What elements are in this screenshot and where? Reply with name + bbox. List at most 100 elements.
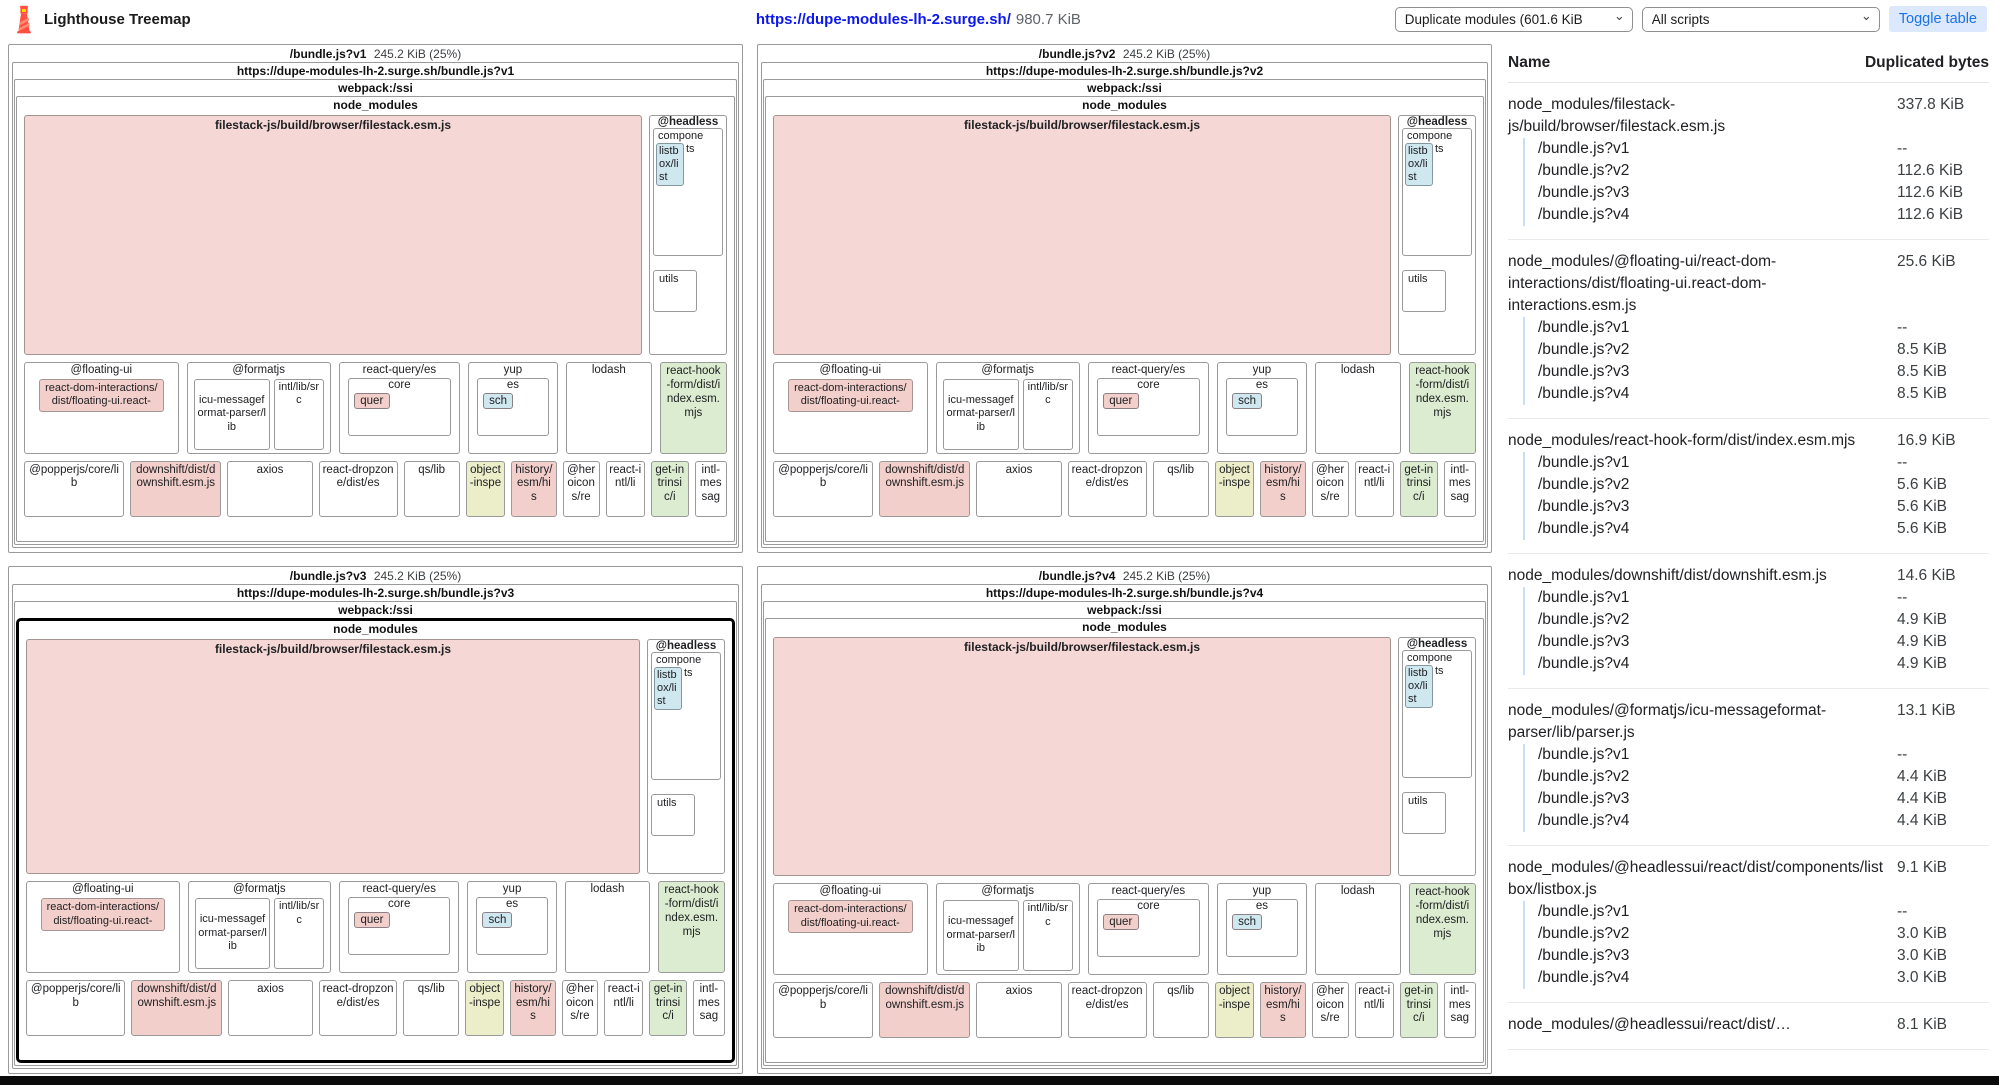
treemap-node-headlessui[interactable]: @headless compone listbox/list ts utils	[1398, 636, 1476, 876]
treemap-node-listbox[interactable]: listbox/list	[656, 143, 684, 186]
treemap-node-react-query[interactable]: react-query/es core quer	[338, 881, 460, 973]
treemap-node-url[interactable]: https://dupe-modules-lh-2.surge.sh/bundl…	[761, 583, 1488, 1069]
treemap-node-lodash[interactable]: lodash	[565, 361, 652, 454]
treemap-node-es[interactable]: es sch	[1226, 377, 1298, 436]
treemap-node-lodash[interactable]: lodash	[1314, 361, 1401, 454]
treemap-node-react-hook-form[interactable]: react-hook-form/dist/index.esm.mjs	[1408, 883, 1476, 975]
treemap-node[interactable]: get-intrinsic/i	[1399, 982, 1438, 1038]
treemap-node-schema[interactable]: sch	[1232, 392, 1263, 409]
treemap-node-intl-lib[interactable]: intl/lib/src	[273, 378, 324, 450]
treemap-node-webpack[interactable]: webpack:/ssi node_modules filestack-js/b…	[14, 79, 737, 545]
treemap-node-utils[interactable]: utils	[1402, 791, 1446, 834]
treemap-node-icu-messageformat[interactable]: icu-messageformat-parser/lib	[194, 898, 271, 969]
treemap-node[interactable]: get-intrinsic/i	[650, 460, 689, 517]
treemap-node-floating-ui[interactable]: @floating-ui react-dom-interactions/dist…	[773, 361, 928, 454]
treemap-node-schema[interactable]: sch	[482, 912, 513, 928]
treemap-node[interactable]: intl-messag	[1443, 982, 1476, 1038]
treemap-node-url[interactable]: https://dupe-modules-lh-2.surge.sh/bundl…	[12, 583, 739, 1069]
treemap-node-react-query[interactable]: react-query/es core quer	[338, 361, 461, 454]
treemap-node-headlessui[interactable]: @headless compone listbox/list ts utils	[1398, 115, 1476, 355]
treemap-node-components[interactable]: compone listbox/list ts	[1402, 649, 1472, 778]
treemap-node-components[interactable]: compone listbox/list ts	[651, 651, 721, 780]
script-select[interactable]: All scripts	[1641, 6, 1880, 32]
treemap-node-react-dom-interactions[interactable]: react-dom-interactions/dist/floating-ui.…	[788, 378, 913, 412]
view-mode-select[interactable]: Duplicate modules (601.6 KiB	[1394, 6, 1633, 32]
treemap-node-lodash[interactable]: lodash	[1314, 883, 1401, 975]
treemap-node-lodash[interactable]: lodash	[564, 881, 651, 973]
treemap-node[interactable]: react-intl/li	[605, 460, 645, 517]
treemap-node[interactable]: @heroicons/re	[562, 460, 600, 517]
treemap-node[interactable]: intl-messag	[694, 460, 727, 517]
treemap-node-node-modules[interactable]: node_modules filestack-js/build/browser/…	[765, 96, 1484, 542]
treemap-node-react-query[interactable]: react-query/es core quer	[1087, 883, 1210, 975]
treemap-node-intl-lib[interactable]: intl/lib/src	[274, 898, 324, 969]
treemap-node[interactable]: object-inspe	[1214, 460, 1255, 517]
treemap-node-react-hook-form[interactable]: react-hook-form/dist/index.esm.mjs	[1408, 361, 1476, 454]
treemap-node[interactable]: react-intl/li	[1354, 460, 1394, 517]
treemap-node-es[interactable]: es sch	[476, 897, 548, 955]
treemap-node[interactable]: intl-messag	[692, 980, 725, 1036]
treemap-node-query[interactable]: quer	[353, 912, 390, 928]
treemap-node-react-hook-form[interactable]: react-hook-form/dist/index.esm.mjs	[658, 881, 726, 973]
treemap-node[interactable]: axios	[227, 460, 313, 517]
treemap-node-floating-ui[interactable]: @floating-ui react-dom-interactions/dist…	[26, 881, 180, 973]
treemap-node-yup[interactable]: yup es sch	[467, 881, 557, 973]
treemap-node[interactable]: @heroicons/re	[561, 980, 599, 1036]
treemap-node-url[interactable]: https://dupe-modules-lh-2.surge.sh/bundl…	[12, 62, 739, 548]
treemap-node-yup[interactable]: yup es sch	[468, 361, 558, 454]
treemap-node-url[interactable]: https://dupe-modules-lh-2.surge.sh/bundl…	[761, 62, 1488, 548]
treemap-node[interactable]: react-dropzone/dist/es	[1067, 982, 1147, 1038]
treemap-node[interactable]: react-dropzone/dist/es	[318, 460, 398, 517]
treemap-node[interactable]: axios	[976, 982, 1062, 1038]
treemap-node-formatjs[interactable]: @formatjs icu-messageformat-parser/lib i…	[935, 361, 1080, 454]
treemap-node[interactable]: history/esm/his	[1260, 982, 1306, 1038]
treemap-node-query[interactable]: quer	[353, 392, 390, 409]
treemap-node-schema[interactable]: sch	[483, 392, 514, 409]
treemap-node-bundle[interactable]: /bundle.js?v2 245.2 KiB (25%)	[760, 45, 1489, 62]
treemap-node[interactable]: react-intl/li	[604, 980, 644, 1036]
treemap-node[interactable]: @heroicons/re	[1311, 982, 1349, 1038]
toggle-table-button[interactable]: Toggle table	[1888, 6, 1987, 32]
treemap-node-node-modules[interactable]: node_modules filestack-js/build/browser/…	[765, 617, 1484, 1063]
treemap-node-react-hook-form[interactable]: react-hook-form/dist/index.esm.mjs	[659, 361, 727, 454]
treemap-node-es[interactable]: es sch	[1226, 899, 1298, 957]
treemap-node[interactable]: react-dropzone/dist/es	[318, 980, 398, 1036]
treemap-node-filestack[interactable]: filestack-js/build/browser/filestack.esm…	[26, 638, 640, 874]
treemap-node[interactable]: get-intrinsic/i	[1399, 460, 1438, 517]
treemap-node[interactable]: object-inspe	[1214, 982, 1255, 1038]
treemap-node[interactable]: intl-messag	[1443, 460, 1476, 517]
treemap-node-core[interactable]: core quer	[1096, 377, 1201, 436]
treemap-node-webpack[interactable]: webpack:/ssi node_modules filestack-js/b…	[763, 79, 1486, 545]
treemap-node-components[interactable]: compone listbox/list ts	[653, 128, 723, 256]
treemap-node[interactable]: @popperjs/core/lib	[773, 460, 874, 517]
treemap-node[interactable]: @popperjs/core/lib	[26, 980, 126, 1036]
treemap-node[interactable]: history/esm/his	[511, 460, 557, 517]
treemap-node-components[interactable]: compone listbox/list ts	[1402, 128, 1472, 256]
treemap-node-intl-lib[interactable]: intl/lib/src	[1022, 900, 1073, 971]
treemap-node[interactable]: object-inspe	[465, 460, 506, 517]
treemap-node-intl-lib[interactable]: intl/lib/src	[1022, 378, 1073, 450]
treemap-node[interactable]: react-dropzone/dist/es	[1067, 460, 1147, 517]
treemap-node[interactable]: downshift/dist/downshift.esm.js	[130, 460, 222, 517]
treemap-node[interactable]: qs/lib	[1152, 460, 1209, 517]
treemap-node-formatjs[interactable]: @formatjs icu-messageformat-parser/lib i…	[187, 881, 331, 973]
treemap-node-node-modules[interactable]: node_modules filestack-js/build/browser/…	[16, 96, 735, 542]
treemap-node-formatjs[interactable]: @formatjs icu-messageformat-parser/lib i…	[186, 361, 331, 454]
treemap-node[interactable]: @heroicons/re	[1311, 460, 1349, 517]
treemap-node-icu-messageformat[interactable]: icu-messageformat-parser/lib	[942, 378, 1019, 450]
treemap-node-utils[interactable]: utils	[1402, 270, 1446, 312]
treemap-node-node-modules[interactable]: node_modules filestack-js/build/browser/…	[16, 617, 735, 1063]
treemap-node-core[interactable]: core quer	[347, 897, 451, 955]
treemap-node-webpack[interactable]: webpack:/ssi node_modules filestack-js/b…	[763, 600, 1486, 1066]
treemap-node[interactable]: axios	[228, 980, 313, 1036]
treemap-node-floating-ui[interactable]: @floating-ui react-dom-interactions/dist…	[773, 883, 928, 975]
treemap-node-headlessui[interactable]: @headless compone listbox/list ts utils	[647, 638, 725, 874]
treemap-node-react-query[interactable]: react-query/es core quer	[1087, 361, 1210, 454]
treemap-node-filestack[interactable]: filestack-js/build/browser/filestack.esm…	[24, 115, 642, 355]
treemap-node-es[interactable]: es sch	[477, 377, 549, 436]
treemap-node-utils[interactable]: utils	[653, 270, 697, 312]
treemap-node-icu-messageformat[interactable]: icu-messageformat-parser/lib	[193, 378, 270, 450]
treemap-node-react-dom-interactions[interactable]: react-dom-interactions/dist/floating-ui.…	[41, 898, 165, 931]
treemap-node[interactable]: object-inspe	[465, 980, 505, 1036]
treemap-node-webpack[interactable]: webpack:/ssi node_modules filestack-js/b…	[14, 600, 737, 1066]
